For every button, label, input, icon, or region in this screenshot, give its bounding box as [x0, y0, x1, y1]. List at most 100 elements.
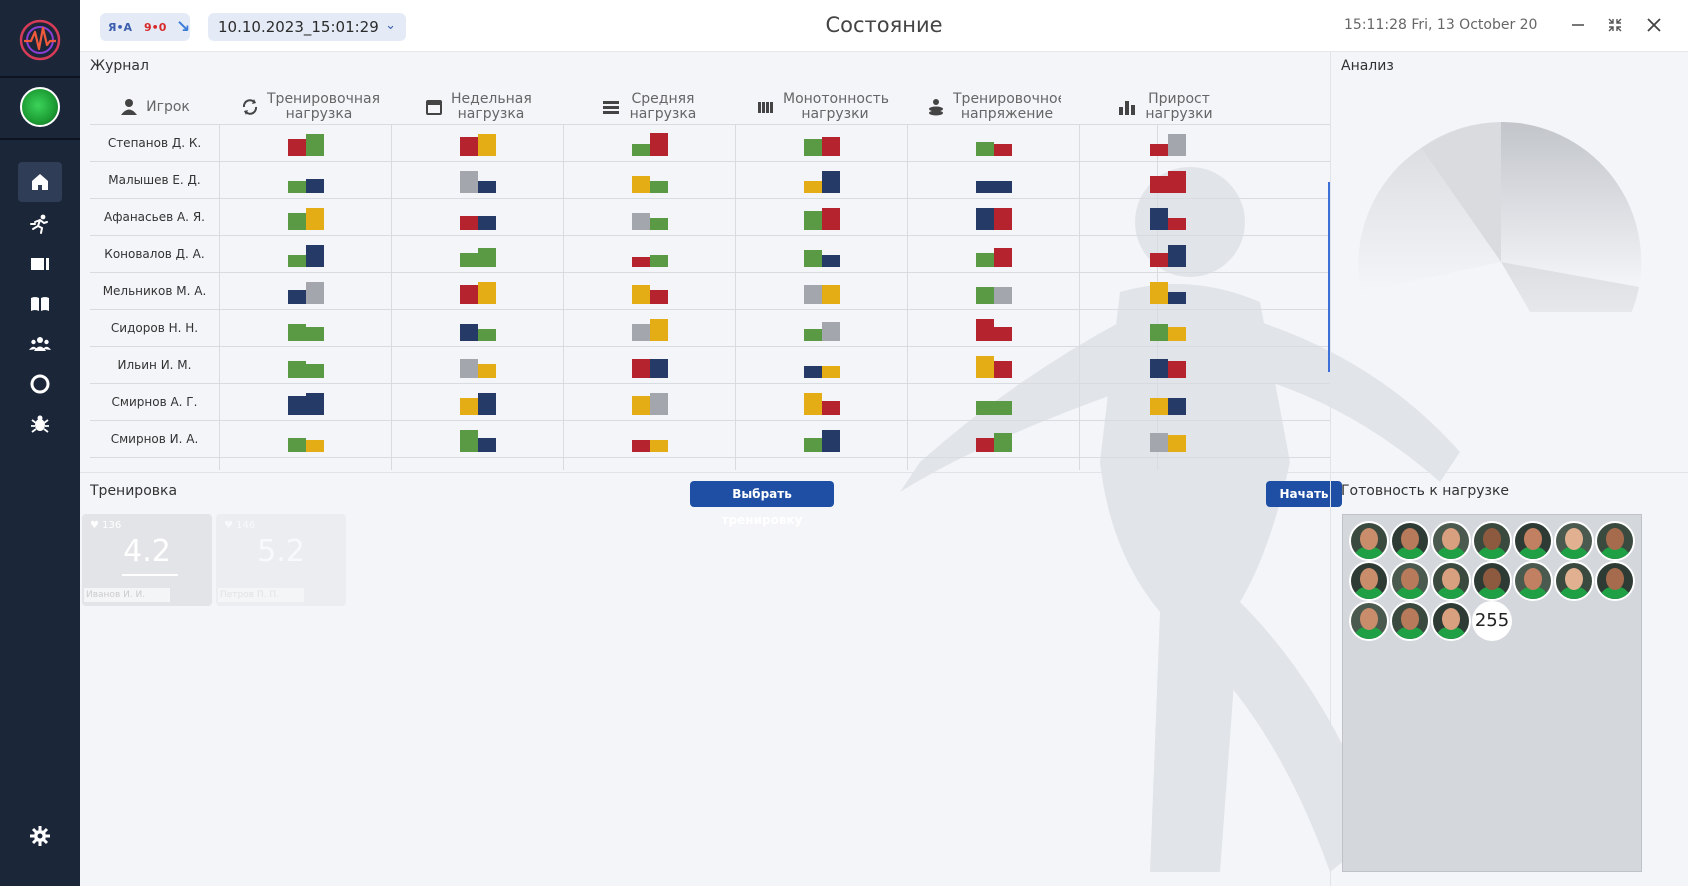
- metric-cell[interactable]: [564, 236, 736, 272]
- sidebar-item-activity[interactable]: [18, 204, 62, 244]
- metric-cell[interactable]: [908, 125, 1080, 161]
- metric-cell[interactable]: [220, 347, 392, 383]
- player-training-card[interactable]: ♥ 136 4.2 Иванов И. И.: [82, 514, 212, 606]
- player-avatar[interactable]: [1390, 601, 1430, 641]
- player-avatar[interactable]: [1472, 561, 1512, 601]
- player-training-card[interactable]: ♥ 146 5.2 Петров П. П.: [216, 514, 346, 606]
- metric-cell[interactable]: [392, 199, 564, 235]
- select-training-button[interactable]: Выбрать тренировку: [690, 481, 834, 527]
- metric-cell[interactable]: [220, 273, 392, 309]
- metric-cell[interactable]: [1080, 458, 1158, 470]
- metric-cell[interactable]: [736, 199, 908, 235]
- table-row[interactable]: Малышев Е. Д.: [90, 162, 1330, 199]
- table-row[interactable]: Смирнов А. Г.: [90, 384, 1330, 421]
- metric-cell[interactable]: [564, 458, 736, 470]
- player-avatar[interactable]: [1554, 561, 1594, 601]
- metric-cell[interactable]: [1080, 347, 1186, 383]
- table-row[interactable]: Сидоров Н. Н.: [90, 310, 1330, 347]
- player-avatar[interactable]: [1349, 561, 1389, 601]
- metric-cell[interactable]: [736, 384, 908, 420]
- journal-grid[interactable]: Степанов Д. К. Малышев Е. Д. Афанасьев А. …: [90, 124, 1330, 470]
- metric-cell[interactable]: [392, 310, 564, 346]
- metric-cell[interactable]: [392, 162, 564, 198]
- metric-cell[interactable]: [220, 199, 392, 235]
- minimize-button[interactable]: [1567, 14, 1589, 36]
- metric-cell[interactable]: [1080, 236, 1186, 272]
- player-avatar[interactable]: [1513, 521, 1553, 561]
- metric-cell[interactable]: [392, 421, 564, 457]
- journal-scrollbar[interactable]: [1328, 182, 1330, 372]
- metric-cell[interactable]: [220, 310, 392, 346]
- player-avatar[interactable]: [1431, 561, 1471, 601]
- readiness-count-badge[interactable]: 255: [1472, 601, 1512, 641]
- player-avatar[interactable]: [1390, 521, 1430, 561]
- metric-cell[interactable]: [564, 310, 736, 346]
- sidebar-item-journal[interactable]: [18, 284, 62, 324]
- metric-cell[interactable]: [908, 162, 1080, 198]
- team-logo-avatar[interactable]: [20, 87, 60, 127]
- metric-cell[interactable]: [736, 273, 908, 309]
- metric-cell[interactable]: [564, 273, 736, 309]
- metric-cell[interactable]: [220, 384, 392, 420]
- pie-slice[interactable]: [1501, 121, 1642, 287]
- pie-slice[interactable]: [1421, 122, 1501, 262]
- player-avatar[interactable]: [1431, 601, 1471, 641]
- close-button[interactable]: [1643, 14, 1665, 36]
- metric-cell[interactable]: [392, 125, 564, 161]
- metric-cell[interactable]: [908, 199, 1080, 235]
- metric-cell[interactable]: [564, 162, 736, 198]
- metric-cell[interactable]: [220, 236, 392, 272]
- metric-cell[interactable]: [908, 384, 1080, 420]
- player-avatar[interactable]: [1595, 521, 1635, 561]
- metric-cell[interactable]: [908, 236, 1080, 272]
- metric-cell[interactable]: [736, 458, 908, 470]
- metric-cell[interactable]: [564, 384, 736, 420]
- table-row[interactable]: Смирнов И. А.: [90, 421, 1330, 458]
- column-header-average-load[interactable]: Средняя нагрузка: [564, 90, 736, 124]
- metric-cell[interactable]: [1080, 421, 1186, 457]
- table-row[interactable]: Коновалов Д. А.: [90, 236, 1330, 273]
- sidebar-item-settings[interactable]: [18, 816, 62, 856]
- app-logo-icon[interactable]: [18, 18, 62, 62]
- metric-cell[interactable]: [1080, 125, 1186, 161]
- date-select[interactable]: 10.10.2023_15:01:29 ⌄: [208, 13, 406, 41]
- metric-cell[interactable]: [564, 347, 736, 383]
- analysis-pie-chart[interactable]: [1351, 112, 1651, 312]
- sidebar-item-training[interactable]: [18, 244, 62, 284]
- player-avatar[interactable]: [1513, 561, 1553, 601]
- metric-cell[interactable]: [1080, 162, 1186, 198]
- table-row[interactable]: Степанов Д. К.: [90, 125, 1330, 162]
- table-row[interactable]: Афанасьев А. Я.: [90, 199, 1330, 236]
- sort-arrow-icon[interactable]: ↘: [176, 17, 191, 37]
- column-header-weekly-load[interactable]: Недельная нагрузка: [392, 90, 564, 124]
- metric-cell[interactable]: [1080, 384, 1186, 420]
- language-toggle[interactable]: Я•А 9•0: [100, 13, 190, 41]
- player-avatar[interactable]: [1595, 561, 1635, 601]
- metric-cell[interactable]: [736, 125, 908, 161]
- table-row[interactable]: Мельников М. А.: [90, 273, 1330, 310]
- metric-cell[interactable]: [392, 458, 564, 470]
- metric-cell[interactable]: [736, 310, 908, 346]
- metric-cell[interactable]: [564, 421, 736, 457]
- sidebar-item-team[interactable]: [18, 324, 62, 364]
- metric-cell[interactable]: [392, 273, 564, 309]
- player-avatar[interactable]: [1390, 561, 1430, 601]
- metric-cell[interactable]: [392, 347, 564, 383]
- metric-cell[interactable]: [564, 125, 736, 161]
- metric-cell[interactable]: [392, 384, 564, 420]
- table-row[interactable]: Ильин И. М.: [90, 347, 1330, 384]
- column-header-training-strain[interactable]: Тренировочное напряжение: [908, 90, 1080, 124]
- metric-cell[interactable]: [1080, 199, 1186, 235]
- player-avatar[interactable]: [1349, 521, 1389, 561]
- metric-cell[interactable]: [908, 421, 1080, 457]
- player-avatar[interactable]: [1472, 521, 1512, 561]
- column-header-training-load[interactable]: Тренировочная нагрузка: [220, 90, 392, 124]
- column-header-player[interactable]: Игрок: [90, 90, 220, 124]
- metric-cell[interactable]: [220, 421, 392, 457]
- metric-cell[interactable]: [1080, 273, 1186, 309]
- metric-cell[interactable]: [220, 458, 392, 470]
- column-header-load-increase[interactable]: Прирост нагрузки: [1080, 90, 1252, 124]
- sidebar-item-debug[interactable]: [18, 404, 62, 444]
- pie-slice[interactable]: [1358, 148, 1501, 292]
- column-header-monotony[interactable]: Монотонность нагрузки: [736, 90, 908, 124]
